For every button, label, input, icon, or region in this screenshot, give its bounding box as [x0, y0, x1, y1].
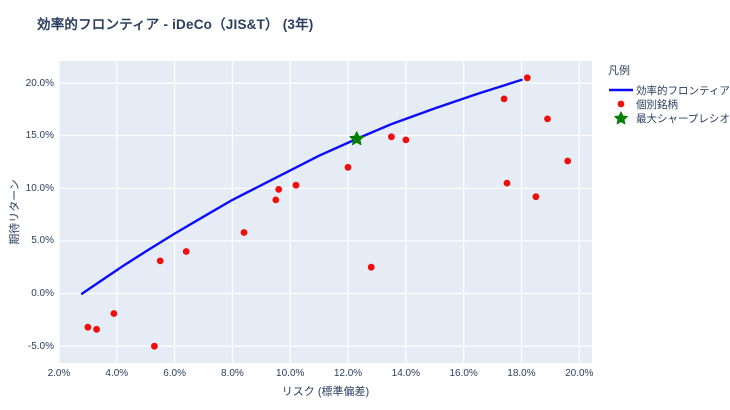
- star-legend-marker: [614, 111, 628, 125]
- y-axis-title: 期待リターン: [9, 179, 21, 245]
- legend-item-label: 効率的フロンティア: [636, 84, 730, 97]
- asset-point: [503, 179, 511, 187]
- asset-point: [182, 248, 190, 255]
- y-tick-label: 0.0%: [31, 288, 54, 300]
- legend-item-label: 個別銘柄: [636, 98, 678, 111]
- y-tick-label: -5.0%: [27, 340, 54, 352]
- x-tick-label: 12.0%: [333, 368, 363, 379]
- efficient-frontier-line: [80, 78, 523, 295]
- asset-point: [292, 181, 300, 189]
- legend-title: 凡例: [608, 65, 630, 77]
- x-tick-label: 14.0%: [391, 368, 421, 379]
- asset-point: [500, 95, 508, 103]
- asset-point: [156, 257, 164, 265]
- plot-area: [59, 61, 592, 363]
- asset-point: [151, 342, 158, 350]
- gridlines: [59, 61, 592, 363]
- max-sharpe-star: [349, 131, 365, 146]
- x-axis-title: リスク (標準偏差): [281, 386, 370, 398]
- asset-point: [367, 263, 375, 271]
- asset-point: [564, 157, 572, 165]
- x-tick-label: 4.0%: [105, 368, 129, 379]
- x-tick-label: 18.0%: [507, 368, 536, 379]
- legend-item-label: 最大シャープレシオ: [636, 112, 730, 125]
- asset-point: [110, 310, 118, 317]
- x-tick-label: 8.0%: [221, 368, 244, 379]
- y-tick-label: 15.0%: [25, 130, 54, 142]
- x-tick-label: 20.0%: [565, 368, 594, 379]
- asset-point: [532, 193, 540, 201]
- chart-title: 効率的フロンティア - iDeCo（JIS&T） (3年): [37, 17, 314, 32]
- asset-point: [84, 323, 92, 331]
- asset-point: [272, 196, 280, 204]
- asset-point: [388, 133, 395, 141]
- asset-point: [344, 163, 352, 171]
- x-tick-label: 6.0%: [163, 368, 186, 379]
- individual-asset-points: [84, 74, 572, 350]
- legend-item-individual-assets[interactable]: 個別銘柄: [606, 97, 728, 111]
- x-tick-label: 16.0%: [449, 368, 478, 379]
- x-tick-label: 2.0%: [47, 368, 71, 379]
- plot-canvas: [59, 61, 592, 363]
- asset-point: [544, 115, 551, 123]
- y-tick-label: 10.0%: [25, 182, 54, 194]
- asset-point: [240, 229, 248, 236]
- legend-item-max-sharpe[interactable]: 最大シャープレシオ: [606, 111, 730, 125]
- asset-point: [275, 186, 283, 193]
- max-sharpe-marker: [349, 131, 365, 146]
- scatter-legend-marker: [617, 100, 625, 108]
- legend-items: 効率的フロンティア 個別銘柄 最大シャープレシオ: [606, 83, 730, 125]
- line-legend-marker: [609, 88, 633, 92]
- x-tick-label: 10.0%: [276, 368, 305, 379]
- asset-point: [523, 74, 531, 82]
- y-tick-label: 20.0%: [25, 77, 54, 89]
- asset-point: [93, 325, 100, 333]
- y-tick-label: 5.0%: [31, 235, 54, 247]
- legend-item-efficient-frontier[interactable]: 効率的フロンティア: [606, 83, 730, 97]
- legend: 凡例 効率的フロンティア 個別銘柄 最大シャープレシオ: [606, 62, 730, 125]
- asset-point: [402, 136, 410, 144]
